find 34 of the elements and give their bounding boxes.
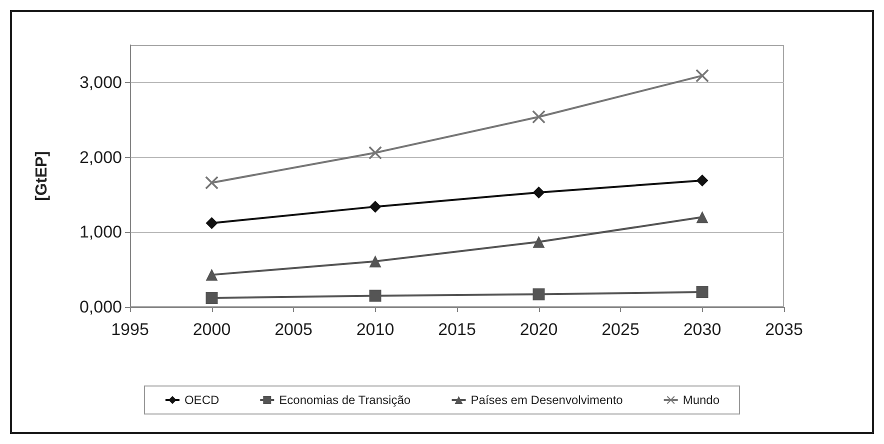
y-axis-title: [GtEP]	[34, 151, 50, 201]
x-tick-label: 2035	[765, 320, 803, 339]
point	[369, 290, 382, 302]
point	[205, 176, 218, 190]
point	[696, 69, 709, 82]
point	[206, 292, 218, 304]
point	[532, 288, 545, 300]
point	[532, 236, 545, 248]
y-tick-label: 3,000	[79, 72, 122, 92]
y-tick-label: 0,000	[79, 298, 122, 316]
point	[369, 200, 382, 213]
point	[532, 110, 546, 124]
legend-label: Economias de Transição	[279, 393, 411, 407]
y-tick-label: 2,000	[79, 148, 122, 167]
x-tick-label: 2015	[438, 320, 476, 339]
x-tick-label: 1995	[111, 320, 149, 339]
point	[696, 174, 708, 186]
x-tick-label: 2010	[356, 320, 394, 339]
y-tick-label: 1,000	[79, 222, 122, 242]
legend-label: OECD	[184, 393, 220, 407]
point	[532, 186, 545, 198]
x-tick-label: 2030	[683, 320, 722, 339]
x-tick-label: 2000	[192, 320, 231, 339]
point	[206, 217, 218, 230]
x-tick-label: 2025	[602, 320, 640, 339]
legend-label: Países em Desenvolvimento	[470, 393, 624, 407]
x-tick-label: 2020	[520, 320, 558, 339]
legend-label: Mundo	[682, 393, 720, 407]
point	[369, 255, 382, 268]
x-tick-label: 2005	[274, 320, 312, 339]
point	[206, 268, 218, 281]
point	[696, 211, 708, 224]
point	[696, 286, 708, 298]
point	[368, 146, 382, 160]
